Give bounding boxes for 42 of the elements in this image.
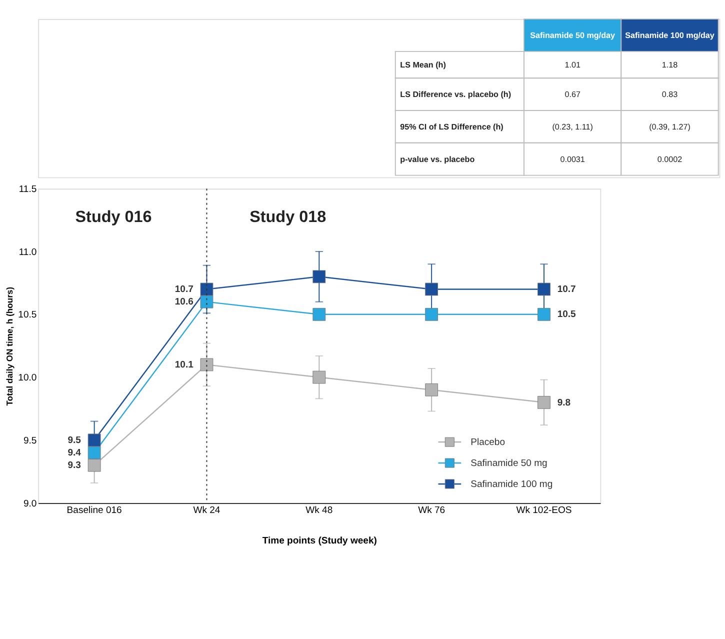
y-axis-title: Total daily ON time, h (hours) (4, 286, 14, 406)
point (425, 282, 438, 296)
legend-label: Safinamide 50 mg (470, 458, 548, 469)
point (88, 434, 101, 447)
point (312, 370, 326, 384)
point (538, 396, 550, 409)
x-tick-label: Wk 76 (418, 505, 446, 516)
point (200, 282, 214, 296)
y-tick-label: 10.0 (18, 372, 37, 384)
x-tick-label: Baseline 016 (66, 505, 122, 516)
y-tick-label: 11.5 (18, 184, 37, 195)
point (425, 308, 438, 321)
data-label: 9.3 (68, 460, 81, 472)
x-tick-label: Wk 102-EOS (516, 505, 572, 516)
point (200, 295, 214, 308)
annotation: Study 016 (75, 208, 152, 226)
point (538, 282, 550, 296)
annotation: Study 018 (250, 208, 326, 226)
x-axis-title: Time points (Study week) (262, 536, 377, 547)
y-tick-label: 10.5 (18, 310, 37, 321)
x-tick-label: Wk 48 (306, 505, 333, 516)
data-label: 10.5 (557, 309, 577, 320)
y-tick-label: 11.0 (18, 246, 37, 258)
legend-label: Safinamide 100 mg (470, 478, 553, 490)
data-label: 10.6 (174, 296, 194, 308)
point (538, 308, 550, 321)
point (425, 383, 438, 396)
y-tick-label: 9.0 (23, 498, 37, 510)
x-tick-label: Wk 24 (193, 505, 221, 516)
point (88, 446, 101, 460)
legend-label: Placebo (470, 436, 506, 448)
data-label: 9.4 (68, 448, 82, 459)
data-label: 9.8 (557, 397, 571, 408)
point (312, 270, 326, 284)
data-label: 10.7 (174, 284, 194, 296)
point (200, 358, 214, 372)
data-label: 10.7 (557, 284, 576, 296)
y-tick-label: 9.5 (23, 435, 37, 446)
data-label: 10.1 (174, 360, 194, 371)
point (88, 458, 101, 472)
data-label: 9.5 (68, 435, 82, 446)
point (312, 308, 326, 321)
